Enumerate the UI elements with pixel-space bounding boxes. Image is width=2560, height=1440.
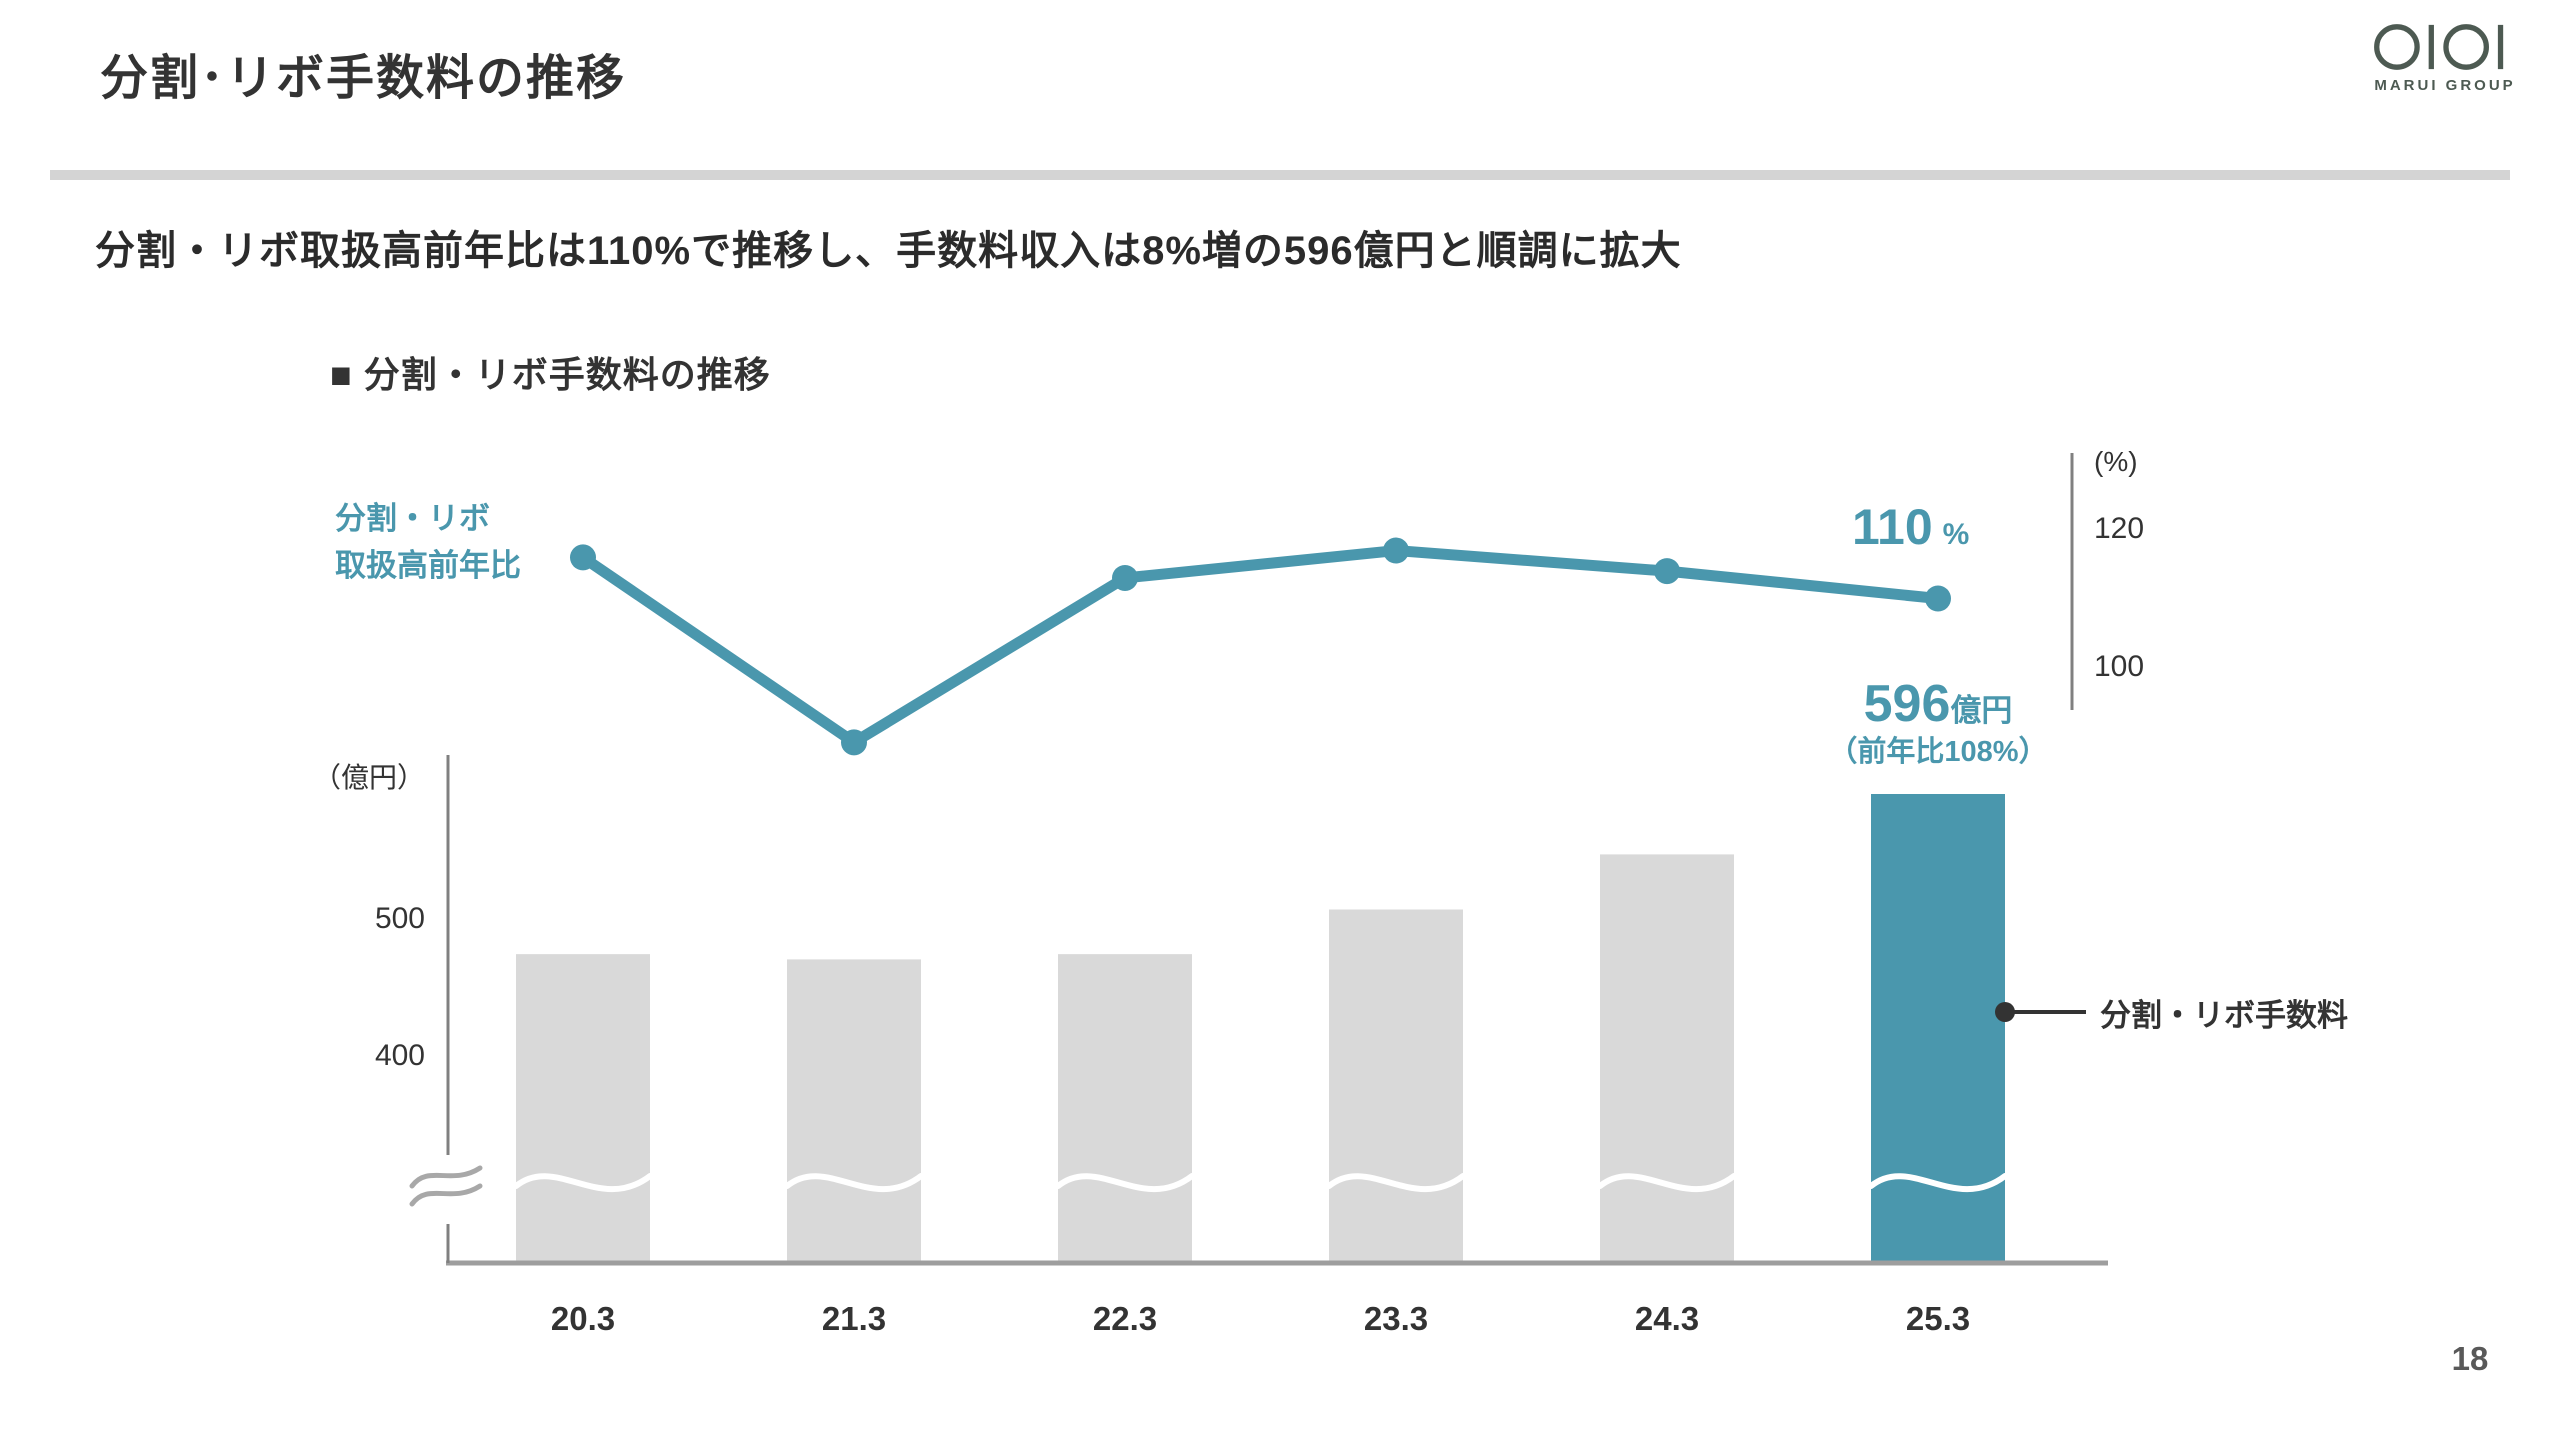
yoy-point-23.3: [1383, 537, 1409, 564]
bar-highlight-label: 596億円 （前年比108%）: [1782, 675, 2094, 769]
highlight-value: 596: [1863, 675, 1951, 733]
bar-break-wave: [1326, 1173, 1466, 1193]
highlight-note: （前年比108%）: [1828, 736, 2048, 769]
yoy-line-series: [577, 545, 1944, 748]
bar-break-wave: [1868, 1173, 2008, 1193]
highlight-unit: 億円: [1950, 693, 2013, 728]
oioi-logo-icon: [2374, 24, 2504, 70]
axis-break-icon: [409, 1183, 483, 1207]
page-number: 18: [2451, 1340, 2489, 1377]
yoy-point-25.3: [1925, 585, 1951, 612]
slide-subtitle: 分割・リボ取扱高前年比は110%で推移し、手数料収入は8%増の596億円と順調に…: [95, 229, 1682, 273]
bar-24.3: [1600, 854, 1734, 1263]
line-series-label-line1: 分割・リボ: [335, 501, 490, 536]
yoy-point-24.3: [1654, 558, 1680, 585]
chart-heading: ■ 分割・リボ手数料の推移: [330, 354, 771, 395]
bar-highlight-value-row: 596億円: [1782, 675, 2094, 733]
left-axis-unit: （億円）: [312, 762, 425, 793]
line-series-label: 分割・リボ 取扱高前年比: [335, 496, 521, 589]
x-axis-label-24.3: 24.3: [1634, 1300, 1700, 1337]
page-title: 分割･リボ手数料の推移: [100, 52, 627, 105]
bar-23.3: [1329, 909, 1463, 1263]
line-end-value-label: 110%: [1852, 498, 1969, 556]
x-axis-label-25.3: 25.3: [1905, 1300, 1971, 1337]
right-axis-tick-100: 100: [2094, 650, 2145, 683]
bar-20.3: [516, 954, 650, 1263]
line-end-value: 110: [1852, 499, 1933, 555]
bar-22.3: [1058, 954, 1192, 1263]
right-axis-tick-120: 120: [2094, 512, 2145, 545]
line-end-unit: %: [1942, 518, 1970, 551]
left-axis-tick-500: 500: [374, 902, 425, 935]
x-axis-label-23.3: 23.3: [1363, 1300, 1429, 1337]
line-series-label-line2: 取扱高前年比: [335, 547, 521, 583]
yoy-point-20.3: [570, 544, 596, 571]
yoy-point-22.3: [1112, 564, 1138, 591]
x-axis-label-22.3: 22.3: [1092, 1300, 1158, 1337]
right-axis-unit: (%): [2094, 446, 2138, 477]
logo-wordmark: MARUI GROUP: [2374, 77, 2516, 94]
left-axis-tick-400: 400: [374, 1039, 425, 1072]
x-axis-label-21.3: 21.3: [821, 1300, 887, 1337]
bar-break-wave: [513, 1173, 653, 1193]
bar-21.3: [787, 959, 921, 1263]
title-divider: [50, 170, 2510, 180]
bar-break-wave: [1597, 1173, 1737, 1193]
bar-break-wave: [784, 1173, 924, 1193]
bar-break-wave: [1055, 1173, 1195, 1193]
axis-break-icon: [409, 1165, 483, 1189]
bar-25.3: [1871, 794, 2005, 1263]
marui-group-logo: MARUI GROUP: [2356, 22, 2534, 94]
bar-legend-label: 分割・リボ手数料: [2100, 998, 2348, 1033]
x-axis-label-20.3: 20.3: [550, 1300, 616, 1337]
yoy-point-21.3: [841, 729, 867, 756]
